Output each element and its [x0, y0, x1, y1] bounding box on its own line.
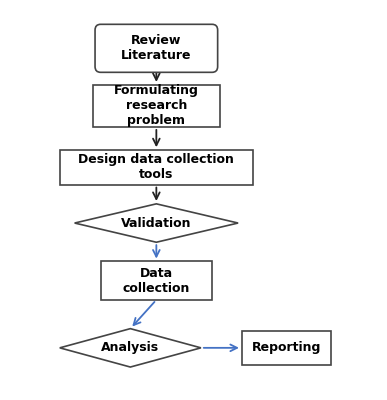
Text: Review
Literature: Review Literature: [121, 34, 192, 62]
Text: Reporting: Reporting: [252, 341, 321, 354]
FancyBboxPatch shape: [242, 330, 331, 365]
Text: Formulating
research
problem: Formulating research problem: [114, 84, 199, 128]
Polygon shape: [75, 204, 238, 242]
Polygon shape: [60, 329, 201, 367]
FancyBboxPatch shape: [60, 150, 253, 185]
FancyBboxPatch shape: [93, 85, 219, 127]
FancyBboxPatch shape: [95, 24, 217, 72]
Text: Validation: Validation: [121, 216, 192, 230]
Text: Analysis: Analysis: [101, 341, 159, 354]
Text: Design data collection
tools: Design data collection tools: [79, 153, 234, 181]
Text: Data
collection: Data collection: [123, 267, 190, 295]
FancyBboxPatch shape: [101, 262, 212, 300]
